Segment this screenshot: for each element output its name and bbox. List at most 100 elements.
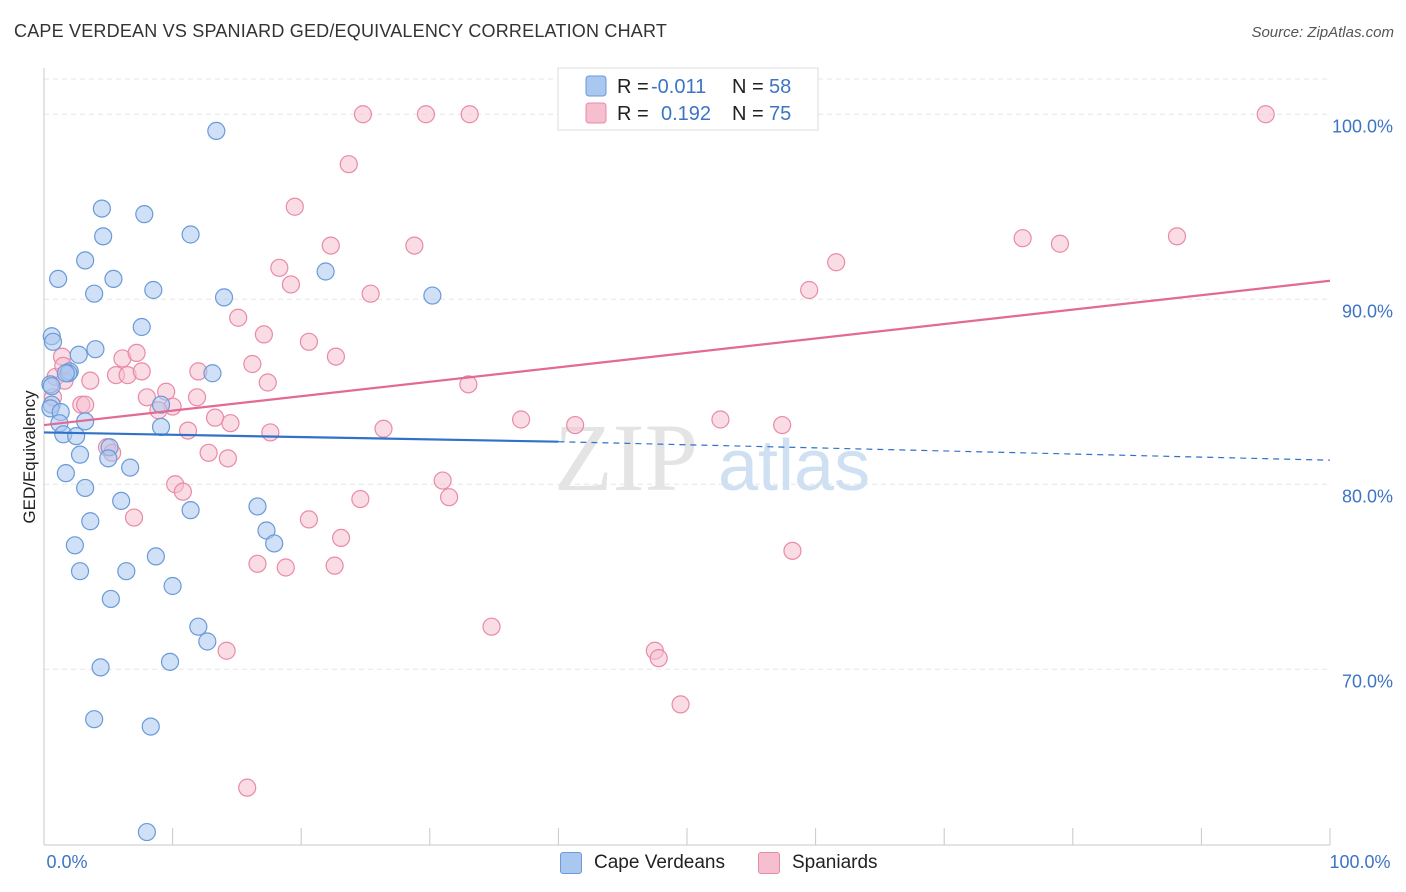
point-spaniards — [459, 375, 478, 394]
point-cape-verdeans — [43, 332, 63, 351]
point-spaniards — [783, 541, 802, 560]
point-cape-verdeans — [146, 547, 165, 566]
point-cape-verdeans — [151, 417, 171, 436]
point-spaniards — [800, 280, 819, 300]
point-spaniards — [416, 105, 436, 124]
point-cape-verdeans — [132, 317, 151, 337]
legend-swatch-cape-verdeans — [560, 852, 582, 874]
point-cape-verdeans — [86, 340, 105, 359]
point-spaniards — [270, 258, 289, 277]
point-cape-verdeans — [65, 536, 84, 555]
legend-label-cape-verdeans: Cape Verdeans — [594, 852, 725, 873]
y-axis-label: GED/Equivalency — [20, 390, 39, 524]
point-spaniards — [351, 489, 370, 509]
x-ticks — [43, 828, 1331, 845]
point-cape-verdeans — [70, 562, 90, 581]
point-spaniards — [76, 395, 95, 414]
point-spaniards — [243, 354, 262, 374]
legend-item-spaniards[interactable]: Spaniards — [758, 852, 878, 874]
series-cape-verdeans-points — [41, 121, 442, 842]
point-spaniards — [711, 410, 730, 429]
point-cape-verdeans — [316, 262, 335, 281]
point-spaniards — [353, 105, 373, 124]
point-spaniards — [405, 236, 424, 255]
point-spaniards — [178, 421, 198, 440]
point-spaniards — [512, 410, 531, 429]
y-tick-label: 100.0% — [1332, 116, 1393, 136]
point-spaniards — [137, 388, 156, 407]
point-cape-verdeans — [85, 284, 104, 303]
point-spaniards — [173, 482, 192, 501]
point-spaniards — [81, 371, 100, 390]
legend-n-value-1: 58 — [769, 76, 791, 98]
legend-r-label-1: R = — [617, 76, 649, 98]
point-cape-verdeans — [189, 617, 208, 636]
legend-r-value-1: -0.011 — [651, 76, 706, 98]
x-tick-label-max: 100.0% — [1329, 852, 1390, 872]
point-spaniards — [649, 649, 668, 668]
stats-legend: R = -0.011 N = 58 R = 0.192 N = 75 — [557, 67, 819, 131]
legend-label-spaniards: Spaniards — [792, 852, 878, 873]
point-cape-verdeans — [94, 227, 113, 246]
legend-r-value-2: 0.192 — [661, 103, 711, 125]
point-cape-verdeans — [203, 364, 222, 383]
point-cape-verdeans — [67, 427, 86, 446]
point-spaniards — [460, 105, 479, 124]
watermark-atlas: atlas — [718, 426, 870, 506]
point-spaniards — [566, 415, 585, 435]
point-cape-verdeans — [69, 345, 88, 364]
point-cape-verdeans — [144, 280, 163, 300]
point-cape-verdeans — [81, 512, 100, 531]
point-cape-verdeans — [121, 458, 140, 477]
point-cape-verdeans — [76, 251, 95, 270]
point-cape-verdeans — [104, 269, 123, 288]
point-spaniards — [1167, 227, 1187, 246]
point-cape-verdeans — [101, 589, 120, 609]
point-cape-verdeans — [181, 225, 200, 244]
trend-line-spaniards — [43, 279, 1331, 427]
trend-line-cape-verdeans-dashed — [558, 441, 1331, 461]
point-spaniards — [276, 558, 295, 577]
point-spaniards — [773, 415, 792, 435]
point-spaniards — [261, 423, 280, 442]
point-spaniards — [238, 778, 257, 797]
point-spaniards — [248, 554, 267, 573]
point-spaniards — [132, 362, 151, 381]
point-cape-verdeans — [198, 632, 217, 651]
point-cape-verdeans — [49, 269, 68, 288]
point-cape-verdeans — [85, 710, 104, 729]
point-spaniards — [482, 617, 501, 636]
point-cape-verdeans — [137, 822, 156, 842]
series-spaniards-points — [43, 105, 1275, 797]
legend-item-cape-verdeans[interactable]: Cape Verdeans — [560, 852, 725, 874]
point-cape-verdeans — [91, 658, 110, 677]
point-cape-verdeans — [248, 497, 267, 516]
point-spaniards — [671, 695, 690, 714]
point-spaniards — [187, 388, 207, 407]
legend-n-label-1: N = — [732, 76, 764, 98]
bottom-legend: Cape Verdeans Spaniards — [0, 848, 1406, 882]
point-cape-verdeans — [70, 445, 90, 464]
point-spaniards — [299, 332, 319, 351]
point-spaniards — [199, 443, 218, 462]
point-spaniards — [326, 347, 346, 366]
point-cape-verdeans — [117, 562, 136, 581]
point-spaniards — [124, 508, 144, 527]
legend-swatch-blue — [585, 75, 607, 97]
point-spaniards — [325, 556, 344, 575]
point-spaniards — [299, 510, 319, 529]
point-spaniards — [1013, 229, 1032, 248]
point-cape-verdeans — [112, 491, 131, 510]
point-spaniards — [258, 373, 277, 392]
point-spaniards — [321, 236, 340, 255]
point-cape-verdeans — [214, 288, 234, 307]
legend-swatch-spaniards — [758, 852, 780, 874]
point-spaniards — [331, 528, 351, 548]
y-tick-label: 70.0% — [1342, 671, 1393, 691]
point-spaniards — [281, 275, 301, 294]
legend-swatch-pink — [585, 102, 607, 124]
source-credit: Source: ZipAtlas.com — [1251, 24, 1394, 41]
y-tick-label: 90.0% — [1342, 301, 1393, 321]
point-cape-verdeans — [92, 199, 111, 218]
